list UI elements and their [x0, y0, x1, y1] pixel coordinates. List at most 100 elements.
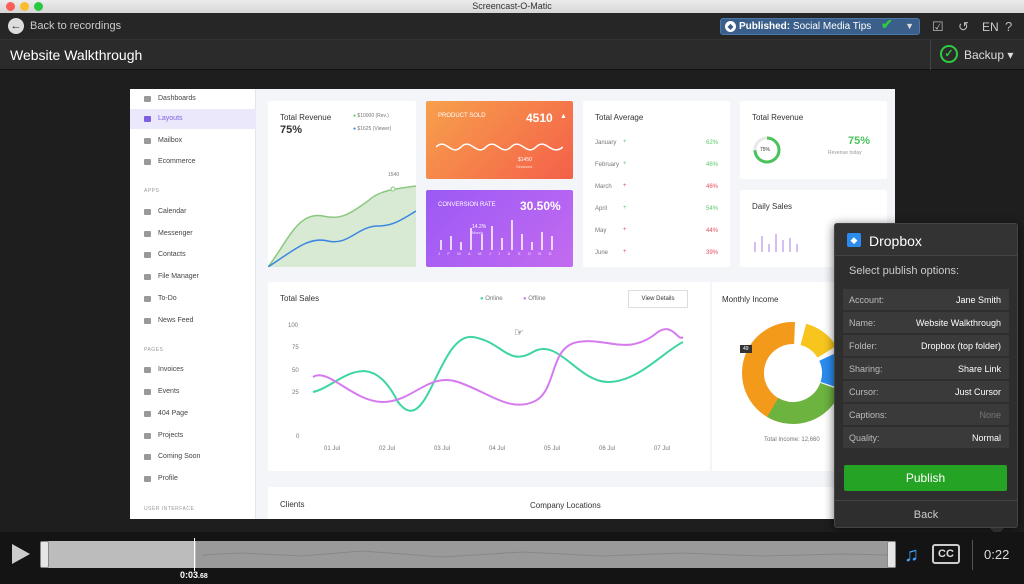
- sidebar-item-404-page: 404 Page: [130, 404, 256, 424]
- captions-button[interactable]: CC: [932, 544, 960, 564]
- divider: [972, 540, 973, 570]
- x-tick-label: 07 Jul: [654, 446, 671, 452]
- project-header: Website Walkthrough ✓ Backup ▾: [0, 40, 1024, 70]
- legend-online: ● Online: [480, 296, 503, 302]
- total-average-title: Total Average: [595, 113, 644, 122]
- option-row-folder[interactable]: Folder: Dropbox (top folder): [843, 335, 1009, 357]
- window-controls[interactable]: [6, 2, 43, 11]
- avg-row-value: 54%: [706, 206, 719, 212]
- back-to-recordings-link[interactable]: Back to recordings: [30, 20, 122, 32]
- top-toolbar: ← Back to recordings ◆ Published: Social…: [0, 13, 1024, 40]
- product-sold-card: PRODUCT SOLD 4510 ▲ $1450 Sessions: [426, 101, 573, 179]
- play-icon[interactable]: [12, 544, 30, 564]
- language-selector[interactable]: EN: [982, 20, 999, 34]
- published-dropdown[interactable]: ◆ Published: Social Media Tips ✔ ▼: [720, 17, 920, 35]
- avg-row-value: 39%: [706, 250, 719, 256]
- dashboard-sidebar: Dashboards Layouts Mailbox Ecommerce APP…: [130, 89, 256, 519]
- playhead[interactable]: [194, 538, 195, 571]
- window-title: Screencast-O-Matic: [472, 1, 552, 11]
- y-tick-label: 100: [288, 323, 299, 329]
- panel-title: Dropbox: [869, 233, 922, 249]
- total-revenue-card: Total Revenue 75% ● $10000 (Rev.) ● $162…: [268, 101, 416, 267]
- clients-title: Clients: [280, 500, 305, 509]
- income-badge: 49: [740, 345, 752, 353]
- trend-up-icon: +: [623, 161, 627, 167]
- publish-options-panel: ◆ Dropbox Select publish options: Accoun…: [834, 223, 1018, 528]
- avg-row-value: 46%: [706, 184, 719, 190]
- conversion-rate-value: 30.50%: [520, 199, 561, 213]
- option-row-name[interactable]: Name: Website Walkthrough: [843, 312, 1009, 334]
- option-row-quality[interactable]: Quality: Normal: [843, 427, 1009, 449]
- total-income-label: Total Income: 12,660: [764, 437, 820, 443]
- avg-row-month: June: [595, 250, 609, 256]
- avg-row-month: January: [595, 140, 617, 146]
- close-window-icon[interactable]: [6, 2, 15, 11]
- music-note-icon[interactable]: ♫: [904, 544, 919, 566]
- sidebar-item-todo: To-Do: [130, 289, 256, 309]
- trend-down-icon: +: [623, 249, 627, 255]
- x-tick-label: 04 Jul: [489, 446, 506, 452]
- total-average-card: Total Average January + 62% February + 4…: [583, 101, 730, 267]
- trend-down-icon: +: [623, 227, 627, 233]
- dropbox-icon: ◆: [725, 21, 736, 32]
- y-tick-label: 0: [296, 434, 300, 440]
- publish-button[interactable]: Publish: [844, 465, 1007, 491]
- option-row-captions[interactable]: Captions: None: [843, 404, 1009, 426]
- product-sold-tooltip-value: $1450: [518, 157, 532, 163]
- help-icon[interactable]: ?: [1005, 19, 1013, 34]
- revenue-today-label: Revenue today: [828, 150, 862, 156]
- trim-start-handle[interactable]: [40, 541, 49, 568]
- company-locations-title: Company Locations: [530, 501, 601, 510]
- sidebar-item-messenger: Messenger: [130, 224, 256, 244]
- project-title[interactable]: Website Walkthrough: [10, 47, 143, 63]
- conversion-tooltip-label: March: [472, 230, 484, 235]
- option-row-account[interactable]: Account: Jane Smith: [843, 289, 1009, 311]
- total-sales-card: Total Sales ● Online ● Offline View Deta…: [268, 282, 710, 471]
- sidebar-item-ecommerce: Ecommerce: [130, 152, 256, 172]
- window-titlebar: Screencast-O-Matic: [0, 0, 1024, 13]
- y-tick-label: 75: [292, 345, 299, 351]
- audio-waveform: [201, 550, 893, 558]
- arrow-up-icon: ▲: [560, 113, 567, 120]
- avg-row-value: 44%: [706, 228, 719, 234]
- panel-back-button[interactable]: Back: [835, 500, 1017, 528]
- x-tick-label: 03 Jul: [434, 446, 451, 452]
- minimize-window-icon[interactable]: [20, 2, 29, 11]
- product-sold-tooltip-label: Sessions: [516, 164, 533, 169]
- avg-row-month: February: [595, 162, 620, 168]
- backup-check-icon: ✓: [940, 45, 958, 63]
- zoom-window-icon[interactable]: [34, 2, 43, 11]
- tasks-icon[interactable]: ☑: [932, 19, 944, 34]
- panel-subtitle: Select publish options:: [849, 265, 960, 277]
- seek-track[interactable]: [42, 541, 896, 568]
- conversion-months: JFMAMJJASOND: [438, 251, 559, 256]
- bottom-cards: Clients Company Locations: [268, 487, 895, 519]
- back-arrow-icon[interactable]: ←: [8, 18, 24, 34]
- panel-header: ◆ Dropbox: [835, 224, 1017, 256]
- sidebar-item-file-manager: File Manager: [130, 267, 256, 287]
- sidebar-item-projects: Projects: [130, 426, 256, 446]
- avg-row-value: 46%: [706, 162, 719, 168]
- seek-played-fill: [42, 541, 196, 568]
- avg-row-month: May: [595, 228, 607, 234]
- trim-end-handle[interactable]: [887, 541, 896, 568]
- total-revenue-title: Total Revenue: [280, 113, 332, 122]
- history-icon[interactable]: ↺: [958, 19, 969, 34]
- peak-label: 1540: [388, 172, 400, 178]
- sidebar-item-invoices: Invoices: [130, 360, 256, 380]
- revenue-area-chart: [268, 185, 416, 267]
- conversion-rate-title: CONVERSION RATE: [438, 202, 496, 208]
- trend-down-icon: +: [623, 183, 627, 189]
- backup-button[interactable]: ✓ Backup ▾: [930, 40, 1024, 70]
- y-tick-label: 50: [292, 368, 299, 374]
- monthly-income-title: Monthly Income: [722, 295, 779, 304]
- sidebar-item-coming-soon: Coming Soon: [130, 447, 256, 467]
- trend-up-icon: +: [623, 139, 627, 145]
- avg-row-month: March: [595, 184, 612, 190]
- current-time: 0:03.68: [180, 570, 208, 580]
- x-tick-label: 02 Jul: [379, 446, 396, 452]
- option-row-cursor[interactable]: Cursor: Just Cursor: [843, 381, 1009, 403]
- sidebar-item-profile: Profile: [130, 469, 256, 489]
- y-tick-label: 25: [292, 390, 299, 396]
- option-row-sharing[interactable]: Sharing: Share Link: [843, 358, 1009, 380]
